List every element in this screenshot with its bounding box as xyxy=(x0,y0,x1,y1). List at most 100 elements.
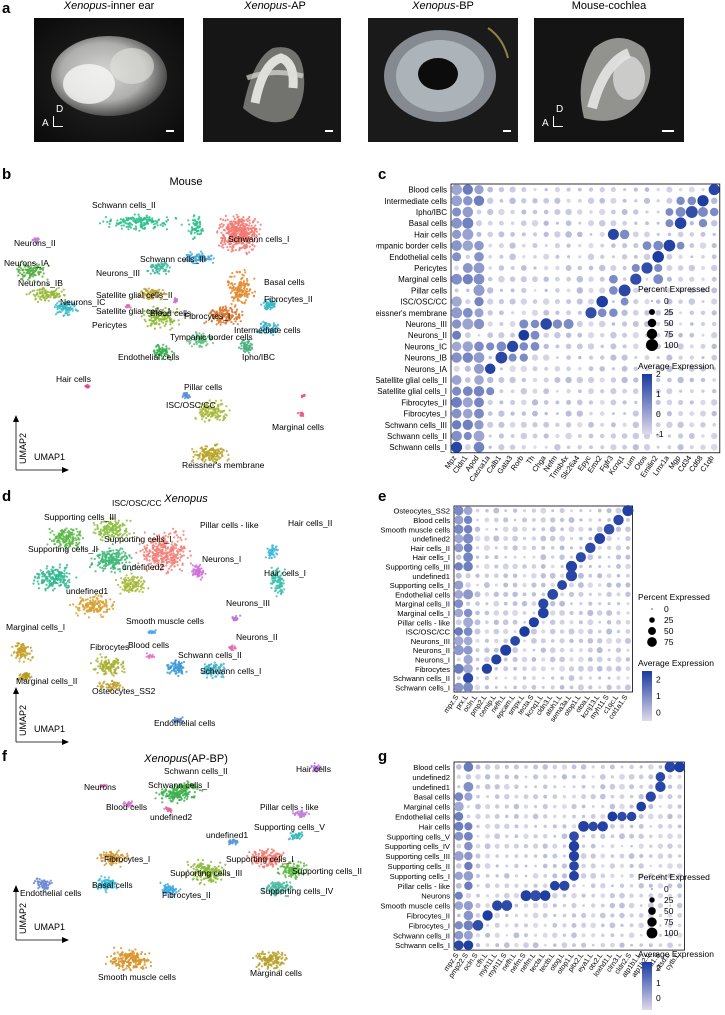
dot xyxy=(522,255,526,259)
dot xyxy=(625,619,631,625)
dot xyxy=(457,785,461,789)
dot xyxy=(509,321,516,327)
dot xyxy=(656,333,661,338)
dot xyxy=(609,902,616,909)
dot xyxy=(599,399,605,405)
dot xyxy=(540,573,546,579)
dot xyxy=(514,913,518,918)
dot xyxy=(606,619,612,625)
dot xyxy=(512,582,518,588)
row-label: Endothelial cells xyxy=(389,253,447,262)
dot xyxy=(487,276,493,282)
dot xyxy=(667,794,673,800)
dot xyxy=(532,299,538,304)
dot xyxy=(679,322,683,326)
dot xyxy=(634,221,638,225)
dot xyxy=(486,795,490,799)
dot xyxy=(632,421,640,429)
dot xyxy=(610,933,615,938)
dot xyxy=(474,628,481,635)
dot xyxy=(588,573,593,578)
dot xyxy=(590,853,596,859)
dot xyxy=(632,321,639,327)
dot xyxy=(540,535,547,542)
dot xyxy=(600,813,606,820)
dot xyxy=(654,263,663,273)
dot xyxy=(532,366,538,372)
dot xyxy=(621,309,628,316)
dot xyxy=(591,784,595,789)
dot xyxy=(488,445,492,449)
umap-label-neurons-iii: Neurons_III xyxy=(226,598,270,608)
dot xyxy=(451,441,463,453)
dot xyxy=(531,508,537,513)
dot xyxy=(474,308,484,318)
dot xyxy=(541,685,545,689)
dot xyxy=(588,321,594,327)
dot xyxy=(531,564,537,569)
dot xyxy=(531,666,537,672)
dot xyxy=(475,573,480,578)
legend-avg-title: Average Expression xyxy=(638,658,714,668)
dot xyxy=(541,592,546,597)
dot xyxy=(677,932,683,938)
dot xyxy=(455,619,462,626)
dot xyxy=(655,399,661,405)
dot xyxy=(484,563,490,570)
dot xyxy=(571,803,577,810)
dot xyxy=(677,774,682,779)
dot xyxy=(503,892,510,899)
dot xyxy=(588,536,593,541)
dot xyxy=(609,922,616,929)
dot xyxy=(677,265,684,271)
dot xyxy=(537,607,549,619)
umap-cluster-hair-cells xyxy=(310,762,322,773)
dot xyxy=(532,422,538,428)
dot xyxy=(625,629,631,634)
dot xyxy=(473,352,485,363)
dot xyxy=(656,445,660,449)
dot xyxy=(632,444,639,451)
umap-label-pillar-cells: Pillar cells xyxy=(184,382,222,392)
umap-cluster-blood-cells xyxy=(122,800,135,808)
dot xyxy=(499,322,504,326)
dot xyxy=(621,376,628,384)
dot xyxy=(514,903,519,908)
dot xyxy=(542,774,548,780)
dot xyxy=(700,422,706,428)
dot xyxy=(533,445,537,449)
dot xyxy=(498,298,505,305)
dot xyxy=(532,198,538,204)
dot xyxy=(555,412,559,416)
umap-label-osteocytes-ss2: Osteocytes_SS2 xyxy=(92,686,156,696)
dot xyxy=(581,893,586,898)
dot xyxy=(504,804,509,809)
row-label: Neurons_IB xyxy=(405,354,447,363)
dot xyxy=(521,209,527,215)
dot xyxy=(633,377,639,383)
dot xyxy=(587,657,593,662)
dot xyxy=(601,804,605,809)
dot xyxy=(606,545,612,551)
dot xyxy=(513,555,517,559)
umap1-label: UMAP1 xyxy=(34,452,65,462)
dot xyxy=(476,893,480,898)
row-label: Schwann cells_II xyxy=(393,931,450,940)
dot xyxy=(495,943,500,948)
dot xyxy=(576,376,584,384)
dot xyxy=(649,864,653,868)
dot xyxy=(475,638,480,643)
panel-label-c: c xyxy=(378,166,387,183)
dot xyxy=(578,526,584,532)
dot xyxy=(579,509,583,513)
dot xyxy=(568,516,575,523)
row-label: ISC/OSC/CC xyxy=(406,628,451,637)
dot xyxy=(581,814,586,819)
dot xyxy=(571,913,577,918)
dot xyxy=(531,637,537,644)
dot xyxy=(606,535,612,542)
dot xyxy=(523,833,529,839)
dot xyxy=(454,608,464,618)
dot xyxy=(622,243,628,249)
